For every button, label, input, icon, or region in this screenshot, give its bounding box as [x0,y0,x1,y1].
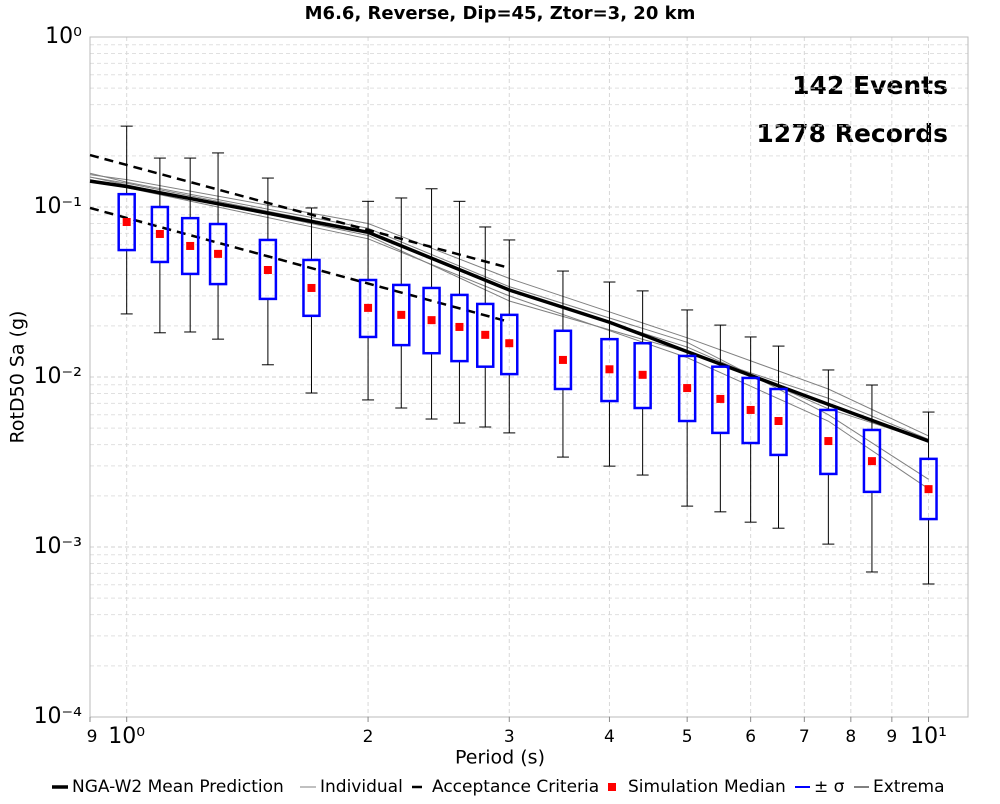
x-tick-label: 4 [604,727,615,747]
y-tick-label: 10⁻¹ [34,194,82,219]
median-marker [505,339,514,348]
median-marker [307,283,316,292]
median-marker [427,316,436,325]
legend-label: ± σ [814,777,845,797]
median-marker [924,485,933,494]
sigma-box [500,313,519,376]
x-tick-label: 7 [799,727,810,747]
sigma-box [450,293,469,363]
x-tick-label: 6 [745,727,756,747]
x-tick-label: 9 [87,727,98,747]
sigma-box [741,376,760,445]
median-marker [364,303,373,312]
legend-symbol [608,783,616,791]
x-tick-label: 9 [886,727,897,747]
legend-label: Extrema [873,777,945,797]
y-tick-label: 10⁻² [34,364,82,389]
median-marker [716,394,725,403]
median-marker [683,384,692,393]
sigma-box [117,192,136,252]
sigma-box [862,428,882,494]
legend-label: NGA-W2 Mean Prediction [72,777,284,797]
x-tick-label: 3 [504,727,515,747]
sigma-box [302,258,321,318]
y-tick-label: 10⁰ [45,24,82,49]
x-axis-label: Period (s) [455,747,545,769]
sigma-box [150,205,170,264]
x-tick-label: 5 [682,727,693,747]
x-tick-label: 2 [363,727,374,747]
median-marker [214,249,223,258]
median-marker [155,229,164,238]
sigma-box [553,329,573,391]
sigma-box [180,216,200,276]
sigma-box [208,222,228,286]
sigma-box [919,457,938,521]
median-marker [455,322,464,331]
median-marker [481,330,490,339]
sigma-box [258,238,278,301]
chart-title: M6.6, Reverse, Dip=45, Ztor=3, 20 km [305,3,696,24]
median-marker [397,310,406,319]
sigma-box [769,387,788,457]
plot-frame [89,36,969,718]
median-marker [824,437,833,446]
median-marker [638,370,647,379]
sigma-box [475,302,495,368]
y-tick-label: 10⁻⁴ [34,704,83,729]
acceptance-line [89,153,510,270]
sigma-box [711,365,730,435]
sigma-box [422,286,441,355]
y-axis-label: RotD50 Sa (g) [7,311,29,444]
x-tick-label: 8 [845,727,856,747]
median-marker [746,405,755,414]
annotation: 142 Events [792,71,948,100]
sigma-box [819,408,838,476]
x-tick-label: 10¹ [910,724,947,749]
median-marker [186,241,195,250]
median-marker [558,355,567,364]
legend-label: Acceptance Criteria [432,777,599,797]
legend-label: Individual [320,777,403,797]
median-marker [263,266,272,275]
sigma-box [392,283,411,347]
y-tick-label: 10⁻³ [34,534,82,559]
median-marker [867,457,876,466]
annotation: 1278 Records [756,119,948,148]
legend-label: Simulation Median [628,777,786,797]
sigma-box [358,278,378,339]
sigma-box [633,341,652,410]
median-marker [774,417,783,426]
sigma-box [677,354,697,423]
median-marker [122,218,131,227]
sigma-box [600,337,619,403]
median-marker [605,365,614,374]
x-tick-label: 10⁰ [108,724,145,749]
